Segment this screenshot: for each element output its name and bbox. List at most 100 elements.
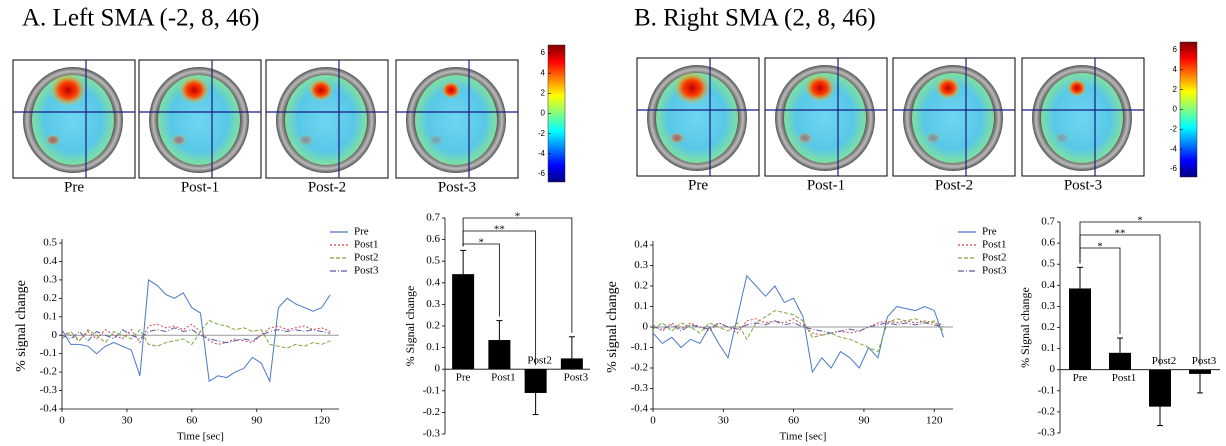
y-tick-label: -0.3 bbox=[40, 384, 58, 396]
y-tick-label: 0.7 bbox=[426, 212, 440, 224]
legend-label: Post1 bbox=[982, 239, 1006, 251]
y-tick-label: 0.4 bbox=[634, 239, 648, 251]
x-tick-label: Pre bbox=[456, 372, 471, 384]
image-label: Post-1 bbox=[807, 177, 845, 193]
activation bbox=[50, 74, 86, 106]
bar bbox=[488, 340, 510, 369]
y-axis-label: % signal change bbox=[605, 281, 620, 373]
y-tick-label: -0.3 bbox=[423, 428, 441, 440]
y-tick-label: -0.1 bbox=[40, 347, 57, 359]
y-tick-label: -0.1 bbox=[1038, 384, 1055, 396]
significance-label: * bbox=[479, 237, 485, 249]
colorbar-tick-label: 4 bbox=[541, 68, 546, 77]
y-tick-label: 0.6 bbox=[1041, 237, 1055, 249]
significance-bracket bbox=[463, 218, 572, 333]
y-tick-label: 0.4 bbox=[43, 255, 57, 267]
activation bbox=[936, 77, 961, 99]
x-axis-label: Time [sec] bbox=[780, 431, 827, 443]
y-tick-label: 0 bbox=[1050, 363, 1056, 375]
y-tick-label: 0.5 bbox=[43, 237, 57, 249]
y-axis-label: % Signal change bbox=[1018, 287, 1032, 368]
bar bbox=[452, 274, 474, 369]
image-label: Pre bbox=[688, 177, 708, 193]
x-tick-label: 0 bbox=[650, 415, 656, 427]
colorbar-tick-label: 2 bbox=[541, 88, 546, 97]
activation bbox=[1067, 79, 1086, 97]
significance-label: ** bbox=[494, 224, 505, 236]
legend-label: Post3 bbox=[354, 265, 379, 277]
y-tick-label: 0.3 bbox=[634, 259, 648, 271]
x-tick-label: Post3 bbox=[564, 372, 589, 384]
y-tick-label: 0.2 bbox=[426, 320, 440, 332]
colorbar-tick-label: 0 bbox=[541, 109, 546, 118]
y-tick-label: 0 bbox=[52, 329, 58, 341]
significance-label: * bbox=[1097, 241, 1103, 253]
bar bbox=[1069, 288, 1091, 369]
colorbar-tick-label: -6 bbox=[538, 169, 546, 178]
y-tick-label: 0.3 bbox=[426, 298, 440, 310]
activation bbox=[45, 134, 61, 146]
activation bbox=[674, 72, 710, 104]
activation bbox=[669, 132, 685, 144]
series-line bbox=[653, 276, 944, 372]
colorbar-tick-label: 4 bbox=[1173, 65, 1178, 74]
activation bbox=[805, 74, 835, 101]
activation bbox=[1054, 132, 1070, 144]
panel-title: B. Right SMA (2, 8, 46) bbox=[634, 5, 876, 32]
y-tick-label: 0.1 bbox=[1041, 342, 1055, 354]
x-tick-label: 0 bbox=[59, 415, 65, 427]
image-label: Post-1 bbox=[181, 179, 219, 195]
y-tick-label: 0.5 bbox=[426, 255, 440, 267]
colorbar-tick-label: 6 bbox=[1173, 45, 1178, 54]
y-tick-label: -0.4 bbox=[631, 403, 649, 415]
colorbar-tick-label: -2 bbox=[1170, 124, 1178, 133]
x-tick-label: 120 bbox=[926, 415, 943, 427]
y-tick-label: 0.2 bbox=[634, 280, 648, 292]
y-tick-label: -0.3 bbox=[1038, 427, 1056, 439]
colorbar-tick-label: -4 bbox=[1170, 144, 1178, 153]
bar bbox=[525, 369, 547, 393]
y-tick-label: 0.1 bbox=[634, 300, 648, 312]
significance-label: * bbox=[1137, 215, 1143, 227]
y-tick-label: -0.1 bbox=[631, 341, 648, 353]
legend-label: Post2 bbox=[354, 252, 378, 264]
activation bbox=[797, 132, 813, 144]
image-label: Post-3 bbox=[438, 179, 476, 195]
x-tick-label: 60 bbox=[788, 415, 800, 427]
y-tick-label: 0.5 bbox=[1041, 258, 1055, 270]
colorbar-tick-label: 6 bbox=[541, 48, 546, 57]
legend-label: Pre bbox=[354, 226, 369, 238]
x-tick-label: Post2 bbox=[527, 355, 551, 367]
x-tick-label: 90 bbox=[858, 415, 870, 427]
x-tick-label: 60 bbox=[186, 415, 198, 427]
activation bbox=[441, 81, 460, 99]
x-tick-label: Post2 bbox=[1152, 355, 1176, 367]
bar bbox=[1109, 353, 1131, 370]
series-line bbox=[653, 311, 944, 352]
activation bbox=[925, 132, 941, 144]
y-tick-label: 0.4 bbox=[426, 276, 440, 288]
legend-label: Post1 bbox=[354, 239, 378, 251]
panel-title: A. Left SMA (-2, 8, 46) bbox=[22, 5, 259, 32]
y-tick-label: 0.3 bbox=[43, 273, 57, 285]
colorbar-tick-label: -2 bbox=[538, 129, 546, 138]
legend-label: Pre bbox=[982, 226, 997, 238]
activation bbox=[171, 134, 187, 146]
y-tick-label: 0.6 bbox=[426, 233, 440, 245]
y-tick-label: -0.3 bbox=[631, 382, 649, 394]
figure: A. Left SMA (-2, 8, 46) B. Right SMA (2,… bbox=[0, 0, 1226, 446]
y-tick-label: -0.4 bbox=[40, 403, 58, 415]
x-tick-label: Post3 bbox=[1192, 355, 1217, 367]
activation bbox=[428, 134, 444, 146]
significance-label: ** bbox=[1115, 228, 1126, 240]
y-tick-label: -0.1 bbox=[423, 384, 440, 396]
legend-label: Post3 bbox=[982, 265, 1007, 277]
x-tick-label: 90 bbox=[251, 415, 263, 427]
bar bbox=[1149, 370, 1171, 407]
image-label: Pre bbox=[64, 179, 84, 195]
y-axis-label: % Signal change bbox=[403, 286, 417, 367]
x-axis-label: Time [sec] bbox=[177, 431, 224, 443]
y-tick-label: -0.2 bbox=[1038, 405, 1055, 417]
activation bbox=[309, 79, 334, 101]
y-tick-label: 0.2 bbox=[43, 292, 57, 304]
